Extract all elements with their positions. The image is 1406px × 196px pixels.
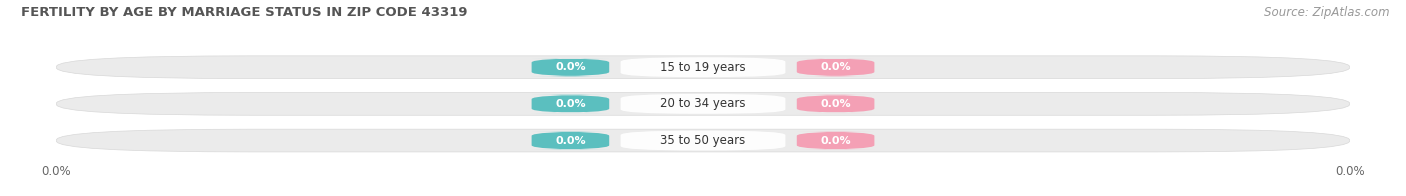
FancyBboxPatch shape <box>797 95 875 113</box>
Text: 15 to 19 years: 15 to 19 years <box>661 61 745 74</box>
Text: 0.0%: 0.0% <box>555 136 586 146</box>
Text: 0.0%: 0.0% <box>820 62 851 72</box>
Text: 0.0%: 0.0% <box>555 62 586 72</box>
FancyBboxPatch shape <box>797 58 875 76</box>
Text: 0.0%: 0.0% <box>820 136 851 146</box>
FancyBboxPatch shape <box>797 131 875 150</box>
FancyBboxPatch shape <box>620 57 786 77</box>
Text: 0.0%: 0.0% <box>820 99 851 109</box>
Text: Source: ZipAtlas.com: Source: ZipAtlas.com <box>1264 6 1389 19</box>
FancyBboxPatch shape <box>56 129 1350 152</box>
Text: 0.0%: 0.0% <box>555 99 586 109</box>
FancyBboxPatch shape <box>531 58 609 76</box>
FancyBboxPatch shape <box>531 131 609 150</box>
Text: 20 to 34 years: 20 to 34 years <box>661 97 745 110</box>
FancyBboxPatch shape <box>56 56 1350 79</box>
FancyBboxPatch shape <box>56 93 1350 115</box>
FancyBboxPatch shape <box>620 94 786 114</box>
Text: FERTILITY BY AGE BY MARRIAGE STATUS IN ZIP CODE 43319: FERTILITY BY AGE BY MARRIAGE STATUS IN Z… <box>21 6 468 19</box>
FancyBboxPatch shape <box>531 95 609 113</box>
Text: 35 to 50 years: 35 to 50 years <box>661 134 745 147</box>
FancyBboxPatch shape <box>620 131 786 151</box>
